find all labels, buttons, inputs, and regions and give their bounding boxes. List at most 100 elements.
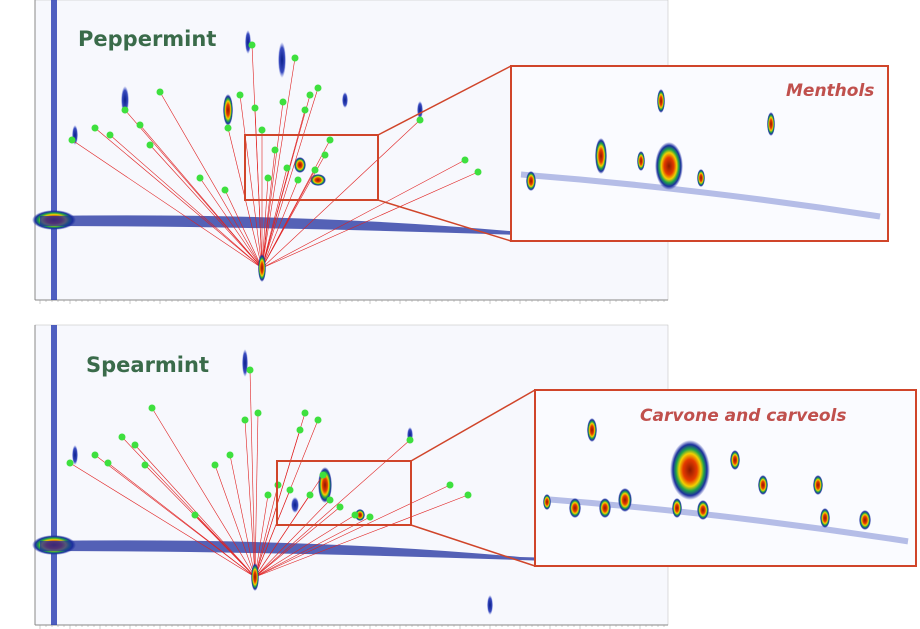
marker: [191, 511, 199, 519]
baseline-band: [40, 540, 660, 565]
hub-peak: [251, 563, 259, 591]
link-line: [261, 149, 276, 269]
peak: [223, 94, 233, 126]
inset-peak: [670, 440, 710, 500]
link-line: [254, 412, 259, 578]
marker: [321, 151, 329, 159]
marker: [283, 164, 291, 172]
inset-peak: [697, 169, 705, 187]
marker: [258, 126, 266, 134]
panel-label: Spearmint: [86, 353, 209, 377]
marker: [461, 156, 469, 164]
inset-label: Menthols: [786, 81, 874, 101]
link-line: [261, 94, 311, 269]
marker: [446, 481, 454, 489]
marker: [104, 459, 112, 467]
marker: [301, 409, 309, 417]
marker: [474, 168, 482, 176]
inset-panel: [534, 389, 917, 567]
marker: [156, 88, 164, 96]
link-line: [261, 87, 319, 269]
marker: [121, 106, 129, 114]
marker: [286, 486, 294, 494]
marker: [66, 459, 74, 467]
peak: [245, 30, 251, 54]
inset-peak: [813, 475, 823, 495]
inset-peak: [697, 500, 709, 520]
link-line: [194, 514, 256, 578]
inset-panel: [510, 65, 889, 242]
peak: [72, 445, 78, 465]
link-line: [261, 101, 284, 269]
marker: [136, 121, 144, 129]
marker: [271, 146, 279, 154]
link-line: [254, 494, 469, 578]
marker: [464, 491, 472, 499]
link-line: [249, 369, 256, 578]
link-line: [159, 91, 263, 269]
link-line: [261, 179, 299, 269]
link-line: [261, 154, 326, 269]
marker: [91, 124, 99, 132]
marker: [336, 503, 344, 511]
marker: [306, 91, 314, 99]
marker: [306, 491, 314, 499]
link-line: [149, 144, 263, 269]
marker: [148, 404, 156, 412]
link-line: [254, 516, 371, 578]
link-line: [229, 454, 256, 578]
marker: [118, 433, 126, 441]
peak: [121, 86, 129, 114]
marker: [314, 416, 322, 424]
marker: [294, 176, 302, 184]
link-line: [139, 124, 263, 269]
link-line: [224, 189, 263, 269]
link-line: [254, 419, 319, 578]
link-line: [151, 407, 256, 578]
marker: [406, 436, 414, 444]
inset-band: [520, 171, 881, 220]
link-line: [254, 439, 411, 578]
link-line: [254, 499, 331, 578]
peak: [294, 157, 306, 173]
marker: [264, 491, 272, 499]
link-line: [261, 119, 421, 269]
link-line: [261, 57, 296, 269]
marker: [326, 496, 334, 504]
marker: [311, 166, 319, 174]
inset-peak: [569, 498, 581, 518]
solvent-streak: [51, 0, 57, 300]
marker: [326, 136, 334, 144]
inset-peak: [599, 498, 611, 518]
link-line: [109, 134, 263, 269]
link-line: [134, 444, 256, 578]
marker: [106, 131, 114, 139]
peak: [487, 595, 493, 615]
marker: [319, 471, 327, 479]
zoom-connector: [377, 65, 512, 136]
peak: [417, 101, 423, 119]
marker: [296, 426, 304, 434]
link-line: [261, 171, 479, 269]
link-line: [261, 167, 288, 269]
marker: [226, 451, 234, 459]
zoom-box: [244, 134, 379, 201]
inset-peak: [637, 151, 645, 171]
inset-peak: [730, 450, 740, 470]
inset-peak: [618, 488, 632, 512]
marker: [248, 41, 256, 49]
marker: [279, 98, 287, 106]
marker: [314, 84, 322, 92]
peak: [355, 509, 365, 521]
link-line: [239, 94, 263, 269]
inset-peak: [595, 138, 607, 174]
marker: [246, 366, 254, 374]
marker: [196, 174, 204, 182]
link-line: [254, 484, 451, 578]
link-line: [94, 127, 263, 269]
link-line: [254, 494, 269, 578]
peak: [291, 497, 299, 513]
marker: [251, 104, 259, 112]
marker: [416, 116, 424, 124]
